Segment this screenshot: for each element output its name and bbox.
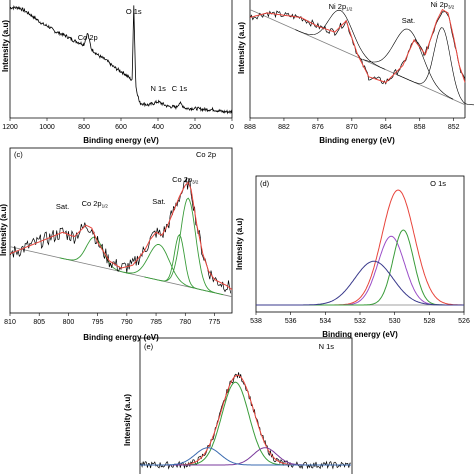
peak-annotation: Sat. [152, 197, 165, 206]
x-tick-label: 810 [4, 319, 16, 326]
x-tick-label: 785 [150, 319, 162, 326]
x-tick-label: 882 [278, 124, 290, 131]
panel-label-c: (c) [14, 150, 23, 159]
peak-annotation: Ni 2p3/2 [430, 0, 454, 10]
x-axis-label: Binding energy (eV) [319, 136, 395, 145]
fit-components [59, 197, 224, 296]
peak-component [140, 447, 351, 466]
x-tick-label: 888 [244, 124, 256, 131]
y-axis-label: Intensity (a.u) [123, 394, 132, 446]
y-axis-label: Intensity (a.u) [235, 218, 244, 270]
x-tick-label: 852 [448, 124, 460, 131]
x-tick-label: 530 [389, 318, 401, 325]
x-tick-label: 538 [250, 318, 262, 325]
x-tick-label: 775 [209, 319, 221, 326]
x-tick-label: 864 [380, 124, 392, 131]
survey-spectrum-line [9, 5, 232, 115]
fit-components [295, 9, 474, 106]
panel-e: (e) N 1s Intensity (a.u) [123, 337, 353, 474]
x-tick-label: 800 [63, 319, 75, 326]
peak-component [140, 381, 351, 466]
peak-component [256, 189, 464, 306]
panel-d: (d) O 1s 538 536 534 532 530 528 526 Binding e… [235, 175, 470, 339]
panel-title: Co 2p [196, 150, 216, 159]
y-axis-label: Intensity (a.u) [237, 22, 246, 74]
panel-title: N 1s [319, 342, 335, 351]
x-tick-label: 200 [189, 124, 201, 131]
peak-component [256, 260, 464, 306]
x-axis-label: Binding energy (eV) [322, 330, 398, 339]
x-tick-label: 870 [346, 124, 358, 131]
peak-annotation: N 1s [150, 84, 166, 93]
x-tick-label: 534 [319, 318, 331, 325]
panel-label-e: (e) [144, 342, 154, 351]
panel-label-d: (d) [260, 179, 270, 188]
x-tick-label: 536 [285, 318, 297, 325]
y-axis-label: Intensity (a.u) [1, 20, 10, 72]
panel-c: (c) Co 2p 810 805 800 795 790 785 780 775 Sat. C… [0, 147, 233, 342]
panel-b: 888 882 876 870 864 858 852 Ni 2p1/2 Sat. Ni 2p3… [237, 0, 474, 145]
x-tick-label: 526 [458, 318, 470, 325]
x-tick-label: 876 [312, 124, 324, 131]
x-tick-label: 800 [78, 124, 90, 131]
envelope-line [249, 8, 466, 83]
x-axis-label: Binding energy (eV) [83, 333, 159, 342]
envelope-line [9, 181, 233, 290]
x-tick-label: 795 [92, 319, 104, 326]
x-tick-label: 600 [115, 124, 127, 131]
peak-annotation: Co 2p3/2 [172, 175, 199, 185]
peak-annotation: Co 2p [78, 33, 98, 42]
x-tick-label: 805 [33, 319, 45, 326]
peak-annotation: Sat. [402, 16, 415, 25]
x-tick-label: 790 [121, 319, 133, 326]
x-tick-label: 0 [230, 124, 234, 131]
baseline-line [249, 9, 466, 106]
x-tick-label: 532 [354, 318, 366, 325]
peak-annotation: O 1s [126, 7, 142, 16]
peak-annotation: Ni 2p1/2 [329, 2, 353, 12]
x-tick-label: 1000 [39, 124, 55, 131]
x-tick-label: 400 [152, 124, 164, 131]
x-tick-label: 780 [179, 319, 191, 326]
x-axis-label: Binding energy (eV) [83, 136, 159, 145]
panel-title: O 1s [430, 179, 446, 188]
ni2p-raw-line [249, 10, 466, 85]
peak-component [140, 447, 351, 466]
y-axis-label: Intensity (a.u) [0, 204, 8, 256]
peak-annotation: Co 2p1/2 [82, 199, 109, 209]
peak-annotation: Sat. [56, 202, 69, 211]
x-tick-label: 1200 [2, 124, 18, 131]
peak-annotation: C 1s [172, 84, 188, 93]
x-tick-label: 528 [423, 318, 435, 325]
x-tick-label: 858 [414, 124, 426, 131]
panel-a: 1200 1000 800 600 400 200 0 Co 2pO 1sN 1s C 1s … [1, 0, 234, 145]
co2p-raw-line [9, 177, 232, 294]
